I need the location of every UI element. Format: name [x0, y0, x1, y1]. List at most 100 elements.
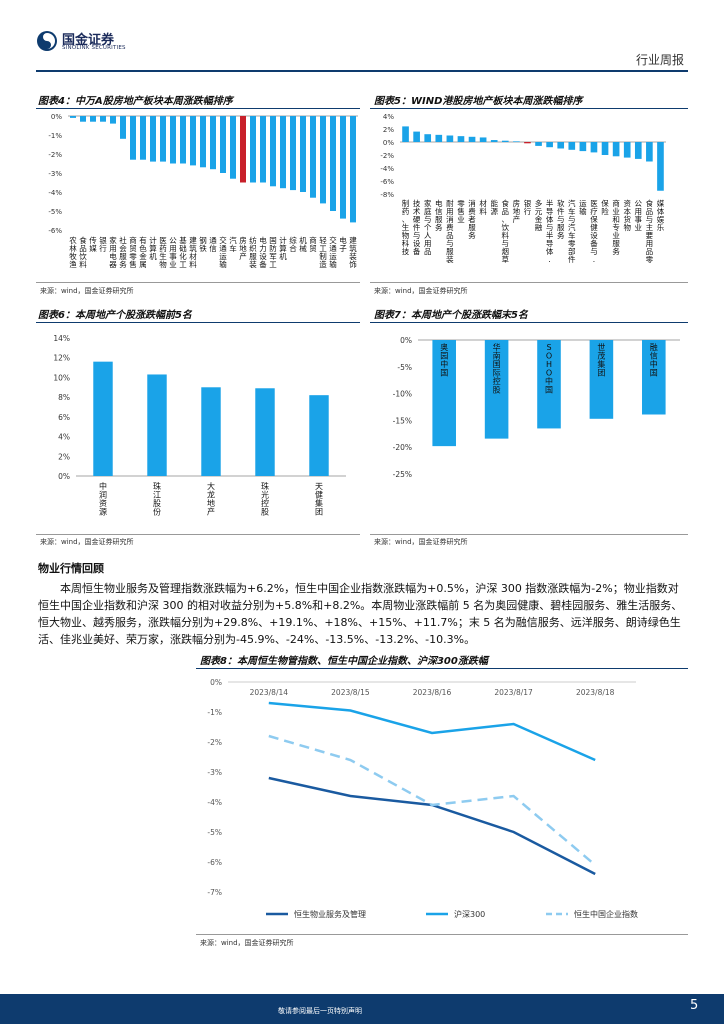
bar [300, 116, 306, 192]
section-heading: 物业行情回顾 [38, 562, 104, 575]
x-tick-label: 半导体与半导体. [546, 198, 554, 264]
series-line [268, 734, 597, 866]
series-line [268, 701, 596, 762]
y-tick-label: -1% [48, 132, 62, 140]
bar [479, 137, 487, 142]
x-tick-label: 公用事业 [169, 236, 177, 269]
bar [170, 116, 176, 164]
y-tick-label: -10% [393, 390, 412, 399]
bar [634, 142, 642, 159]
bar [568, 142, 576, 150]
x-tick-label: 纺织服装 [249, 235, 257, 269]
x-tick-label: 食品与主要用品零 [646, 198, 654, 264]
bar-inner-label: 华南国际控股 [493, 342, 501, 395]
x-tick-label: 社会服务 [119, 235, 127, 269]
fig4-title: 图表4：中万A股房地产板块本周涨跌幅排序 [38, 96, 233, 107]
y-tick-label: 0% [383, 139, 394, 147]
y-tick-label: 14% [53, 334, 70, 343]
x-tick-label: 传媒 [89, 235, 97, 253]
x-tick-label: 房地产 [239, 235, 247, 261]
bar [330, 116, 336, 211]
x-tick-label: 2023/8/15 [331, 688, 370, 697]
fig5-bottom-rule [370, 282, 688, 283]
x-tick-label: 机械 [299, 235, 307, 253]
y-tick-label: -5% [397, 363, 412, 372]
bar [240, 116, 246, 183]
bar [220, 116, 226, 173]
y-tick-label: -20% [393, 443, 412, 452]
logo: 国金证券 SINOLINK SECURITIES [36, 28, 156, 56]
bar [210, 116, 216, 170]
x-tick-label: 房地产 [513, 198, 521, 224]
x-tick-label: 电子 [339, 235, 347, 253]
y-tick-label: -5% [207, 828, 222, 837]
y-tick-label: 4% [58, 433, 70, 442]
y-tick-label: 2% [383, 126, 394, 134]
bar [270, 116, 276, 187]
bar [432, 340, 456, 447]
bar [546, 142, 553, 148]
bar [309, 395, 329, 476]
y-tick-label: 2% [58, 452, 70, 461]
fig8-title-rule [196, 668, 688, 669]
y-tick-label: 8% [58, 393, 70, 402]
bar [513, 141, 520, 142]
bar [642, 340, 666, 415]
fig4-title-rule [36, 108, 360, 109]
bar [501, 140, 509, 142]
y-tick-label: -6% [48, 227, 62, 235]
y-tick-label: -4% [207, 798, 222, 807]
x-tick-label: 通信 [209, 235, 217, 253]
x-tick-label: 交通运输 [219, 235, 227, 269]
series-line [268, 776, 596, 876]
bar [90, 116, 96, 122]
x-tick-label: 医药生物 [159, 236, 167, 269]
y-tick-label: 12% [53, 354, 70, 363]
x-tick-label: 商贸 [309, 235, 317, 253]
bar [320, 116, 326, 204]
x-tick-label: 保险 [601, 199, 609, 216]
x-tick-label: 银行 [99, 236, 107, 253]
fig5-title: 图表5：WIND港股房地产板块本周涨跌幅排序 [374, 96, 583, 107]
fig5-title-rule [370, 108, 688, 109]
x-tick-label: 多元金融 [535, 198, 543, 232]
fig7-title-rule [370, 322, 688, 323]
x-tick-label: 基础化工 [179, 235, 187, 269]
bar [230, 116, 236, 179]
report-category: 行业周报 [636, 53, 685, 67]
bar [579, 142, 587, 152]
y-tick-label: -2% [380, 152, 394, 160]
bar [435, 134, 443, 142]
y-tick-label: 0% [51, 113, 62, 121]
x-tick-label: 家用电器 [109, 235, 117, 269]
y-tick-label: 0% [400, 336, 412, 345]
y-tick-label: -8% [380, 191, 394, 199]
bar [147, 374, 167, 476]
x-tick-label: 能源 [490, 198, 498, 216]
y-tick-label: -6% [380, 178, 394, 186]
fig8-chart: 0% -1% -2% -3% -4% -5% -6% -7% 2023/8/14 2023/8/1… [207, 678, 638, 919]
x-tick-label: 汽车 [229, 235, 237, 253]
x-tick-label: 耐用消费品与服装 [446, 198, 454, 264]
fig7-bottom-rule [370, 534, 688, 535]
fig7-title: 图表7：本周地产个股涨跌幅末5名 [374, 310, 528, 321]
y-tick-label: -4% [48, 189, 62, 197]
bar [201, 387, 221, 476]
bar [250, 116, 256, 183]
x-tick-label: 计算机 [279, 235, 287, 261]
x-tick-label: 2023/8/16 [413, 688, 452, 697]
x-tick-label: 医疗保健设备与. [590, 199, 598, 264]
y-tick-label: -3% [48, 170, 62, 178]
fig5-source: 来源：wind，国金证券研究所 [374, 287, 468, 295]
x-tick-label: 资本货物 [623, 198, 631, 232]
x-tick-label: 技术硬件与设备 [413, 198, 421, 256]
bar [80, 116, 86, 122]
brand-name: 国金证券 [62, 33, 115, 48]
bar [190, 116, 196, 166]
legend-label: 恒生物业服务及管理 [294, 909, 366, 919]
bar [484, 340, 509, 439]
y-tick-label: 6% [58, 413, 70, 422]
fig6-source: 来源：wind，国金证券研究所 [40, 538, 134, 546]
x-tick-label: 商业和专业服务 [612, 198, 620, 256]
logo-icon [37, 31, 57, 51]
